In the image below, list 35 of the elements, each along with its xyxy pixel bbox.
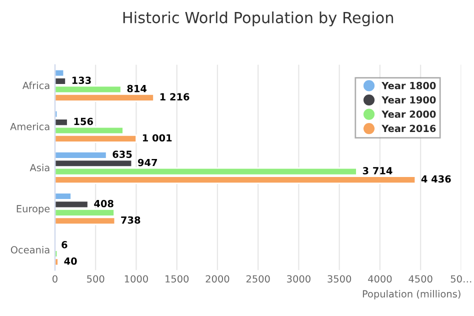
- data-label: 947: [138, 158, 157, 166]
- x-tick-label: 0: [52, 275, 58, 283]
- x-tick-label: 4500: [408, 275, 432, 283]
- data-label: 4 436: [421, 175, 451, 183]
- data-label: 6: [62, 241, 68, 248]
- y-tick-label: Asia: [30, 164, 50, 172]
- y-tick-label: Europe: [16, 205, 50, 214]
- x-tick-label: 1000: [124, 275, 148, 283]
- data-label: 635: [112, 150, 132, 158]
- chart-title: Historic World Population by Region: [123, 12, 394, 26]
- data-label: 738: [121, 216, 140, 224]
- data-label: 408: [94, 200, 114, 208]
- x-tick-label: 2000: [206, 275, 230, 283]
- data-label: 1 001: [142, 134, 172, 142]
- x-tick-label: 2500: [246, 275, 270, 283]
- data-label: 1 216: [160, 93, 190, 100]
- legend-label: Year 1900: [382, 96, 436, 104]
- x-axis-title: Population (millions): [362, 290, 460, 300]
- data-label: 156: [74, 118, 93, 126]
- x-tick-label: 1500: [166, 275, 189, 283]
- data-label: 40: [64, 257, 77, 265]
- data-label: 814: [127, 84, 147, 92]
- data-label: 133: [72, 76, 91, 84]
- data-label: 3 714: [362, 167, 392, 174]
- y-tick-label: America: [10, 122, 50, 130]
- x-tick-label: 3500: [328, 275, 352, 283]
- y-tick-label: Oceania: [10, 246, 50, 254]
- legend-label: Year 2016: [382, 124, 436, 132]
- legend-label: Year 1800: [382, 82, 436, 90]
- x-tick-label: 3000: [287, 275, 310, 283]
- x-tick-label: 50…: [450, 275, 472, 283]
- x-tick-label: 500: [87, 275, 104, 283]
- y-tick-label: Africa: [22, 82, 50, 90]
- legend-label: Year 2000: [382, 110, 436, 118]
- x-tick-label: 4000: [368, 275, 392, 283]
